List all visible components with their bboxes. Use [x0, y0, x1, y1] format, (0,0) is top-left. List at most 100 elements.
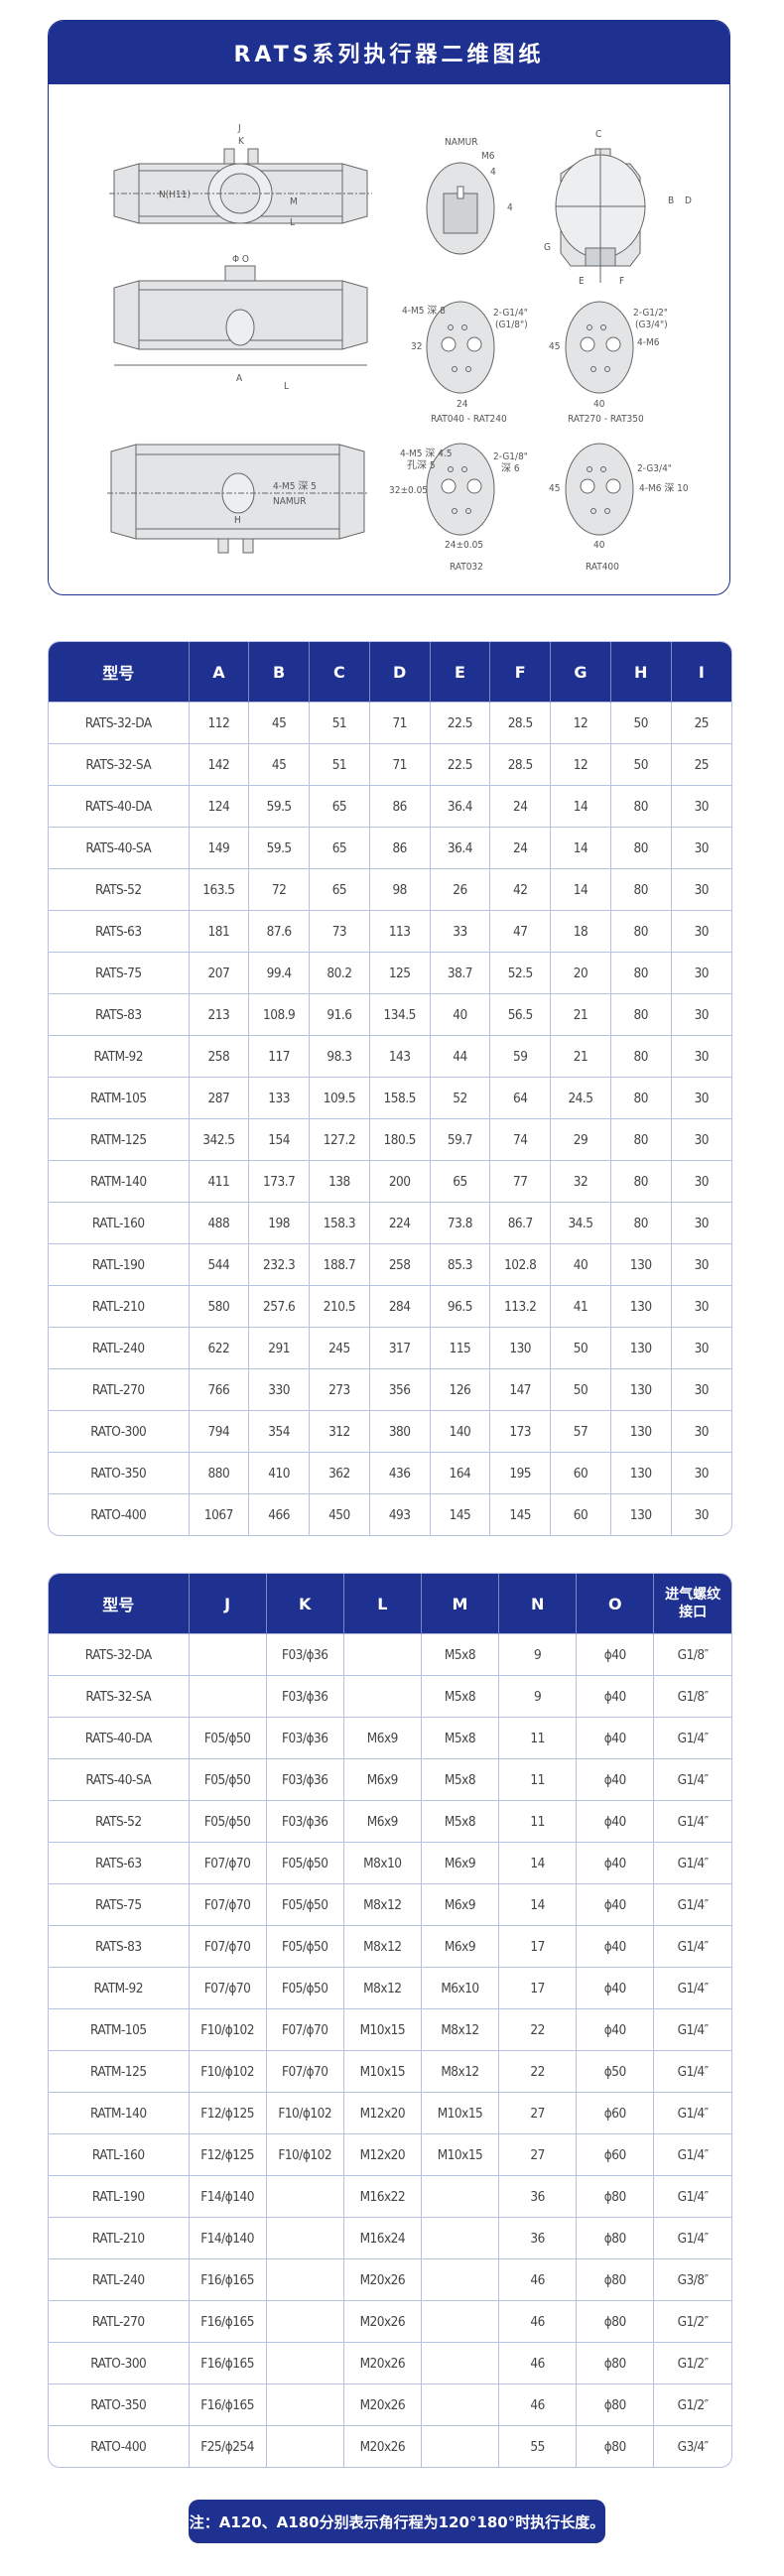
- value-cell: 71: [369, 743, 431, 786]
- dim-B: B: [668, 195, 674, 206]
- value-cell: 11: [498, 1717, 578, 1759]
- value-cell: F07/ϕ70: [266, 2008, 344, 2051]
- table-row: RATL-160 F12/ϕ125 F10/ϕ102 M12x20 M10x15 27 ϕ6…: [49, 2133, 731, 2176]
- value-cell: 140: [430, 1410, 491, 1453]
- value-cell: 51: [309, 702, 370, 744]
- bottom-view: [107, 444, 369, 554]
- value-cell: G1/4″: [653, 1967, 731, 2009]
- value-cell: 113: [369, 910, 431, 953]
- dimensions-table-a-i: 型号 A B C D E F G H I RATS-32-DA 112 45 51 71 22.5 28.5 1…: [48, 641, 732, 1536]
- value-cell: ϕ40: [576, 1967, 655, 2009]
- value-cell: 30: [671, 1410, 731, 1453]
- value-cell: [266, 2217, 344, 2259]
- value-cell: 164: [430, 1452, 491, 1494]
- value-cell: 44: [430, 1035, 491, 1078]
- value-cell: ϕ80: [576, 2425, 655, 2467]
- value-cell: 245: [309, 1327, 370, 1369]
- model-cell: RATM-105: [49, 2008, 190, 2051]
- value-cell: F10/ϕ102: [189, 2050, 267, 2093]
- table-row: RATS-75 F07/ϕ70 F05/ϕ50 M8x12 M6x9 14 ϕ40 G1/4″: [49, 1883, 731, 1926]
- dimensions-table-j-port: 型号 J K L M N O 进气螺纹接口 RATS-32-DA F03/ϕ36 M5x8 9 ϕ40…: [48, 1573, 732, 2468]
- value-cell: [266, 2258, 344, 2301]
- value-cell: 158.5: [369, 1077, 431, 1119]
- table-row: RATO-350 880 410 362 436 164 195 60 130 30: [49, 1452, 731, 1494]
- model-cell: RATO-400: [49, 1493, 190, 1535]
- model-cell: RATM-92: [49, 1967, 190, 2009]
- value-cell: 145: [430, 1493, 491, 1535]
- model-cell: RATL-210: [49, 2217, 190, 2259]
- value-cell: 794: [189, 1410, 250, 1453]
- model-cell: RATM-105: [49, 1077, 190, 1119]
- value-cell: 45: [248, 702, 311, 744]
- value-cell: 147: [489, 1368, 552, 1411]
- value-cell: 52.5: [489, 952, 552, 994]
- value-cell: 27: [498, 2133, 578, 2176]
- value-cell: [421, 2300, 500, 2343]
- model-cell: RATS-52: [49, 868, 190, 911]
- value-cell: 59.5: [248, 785, 311, 828]
- value-cell: 330: [248, 1368, 311, 1411]
- column-header: G: [550, 642, 611, 703]
- value-cell: 45: [248, 743, 311, 786]
- value-cell: F07/ϕ70: [189, 1842, 267, 1884]
- model-cell: RATL-190: [49, 1243, 190, 1286]
- front-view: [113, 265, 368, 366]
- value-cell: 80: [610, 827, 672, 869]
- value-cell: F16/ϕ165: [189, 2258, 267, 2301]
- table-row: RATL-210 F14/ϕ140 M16x24 36 ϕ80 G1/4″: [49, 2217, 731, 2259]
- p1-w: 24: [457, 399, 468, 410]
- value-cell: 356: [369, 1368, 431, 1411]
- p2-h: 45: [549, 341, 560, 352]
- table-row: RATL-190 544 232.3 188.7 258 85.3 102.8 40 130 30: [49, 1243, 731, 1286]
- model-cell: RATL-160: [49, 1202, 190, 1244]
- value-cell: 80: [610, 1118, 672, 1161]
- value-cell: 77: [489, 1160, 552, 1203]
- value-cell: 65: [309, 785, 370, 828]
- value-cell: 73: [309, 910, 370, 953]
- model-cell: RATL-190: [49, 2175, 190, 2218]
- value-cell: 71: [369, 702, 431, 744]
- value-cell: 30: [671, 1327, 731, 1369]
- value-cell: [266, 2175, 344, 2218]
- p3-holes-a: 4-M5 深 4.5: [400, 448, 452, 459]
- column-header: O: [576, 1574, 655, 1634]
- value-cell: 130: [610, 1327, 672, 1369]
- value-cell: M12x20: [343, 2133, 422, 2176]
- value-cell: ϕ80: [576, 2258, 655, 2301]
- table-row: RATM-92 F07/ϕ70 F05/ϕ50 M8x12 M6x10 17 ϕ40 G1/4…: [49, 1967, 731, 2009]
- m6-label: M6: [481, 151, 495, 162]
- column-header: J: [189, 1574, 267, 1634]
- value-cell: 102.8: [489, 1243, 552, 1286]
- value-cell: 65: [309, 868, 370, 911]
- bottom-namur: NAMUR: [273, 496, 306, 507]
- value-cell: 30: [671, 1118, 731, 1161]
- value-cell: F07/ϕ70: [189, 1883, 267, 1926]
- model-cell: RATS-52: [49, 1800, 190, 1843]
- value-cell: G1/8″: [653, 1675, 731, 1718]
- value-cell: ϕ40: [576, 1633, 655, 1676]
- value-cell: F03/ϕ36: [266, 1717, 344, 1759]
- dim-E: E: [579, 276, 585, 287]
- value-cell: 130: [610, 1410, 672, 1453]
- p4-caption: RAT400: [586, 562, 619, 573]
- value-cell: M10x15: [421, 2133, 500, 2176]
- table-row: RATS-32-DA 112 45 51 71 22.5 28.5 12 50 25: [49, 702, 731, 744]
- dim-K: K: [238, 136, 245, 147]
- p2-port-a: 2-G1/2": [633, 308, 668, 319]
- top-view: [109, 148, 372, 224]
- value-cell: 30: [671, 785, 731, 828]
- value-cell: 17: [498, 1925, 578, 1968]
- value-cell: 213: [189, 993, 250, 1036]
- model-cell: RATL-160: [49, 2133, 190, 2176]
- value-cell: 30: [671, 1243, 731, 1286]
- table-row: RATM-140 F12/ϕ125 F10/ϕ102 M12x20 M10x15 27 ϕ6…: [49, 2092, 731, 2134]
- column-header: 型号: [49, 1574, 190, 1634]
- p2-holes: 4-M6: [637, 337, 660, 348]
- value-cell: 73.8: [430, 1202, 491, 1244]
- value-cell: 98: [369, 868, 431, 911]
- value-cell: 30: [671, 1077, 731, 1119]
- value-cell: F05/ϕ50: [266, 1925, 344, 1968]
- value-cell: 46: [498, 2383, 578, 2426]
- model-cell: RATL-270: [49, 2300, 190, 2343]
- value-cell: 466: [248, 1493, 311, 1535]
